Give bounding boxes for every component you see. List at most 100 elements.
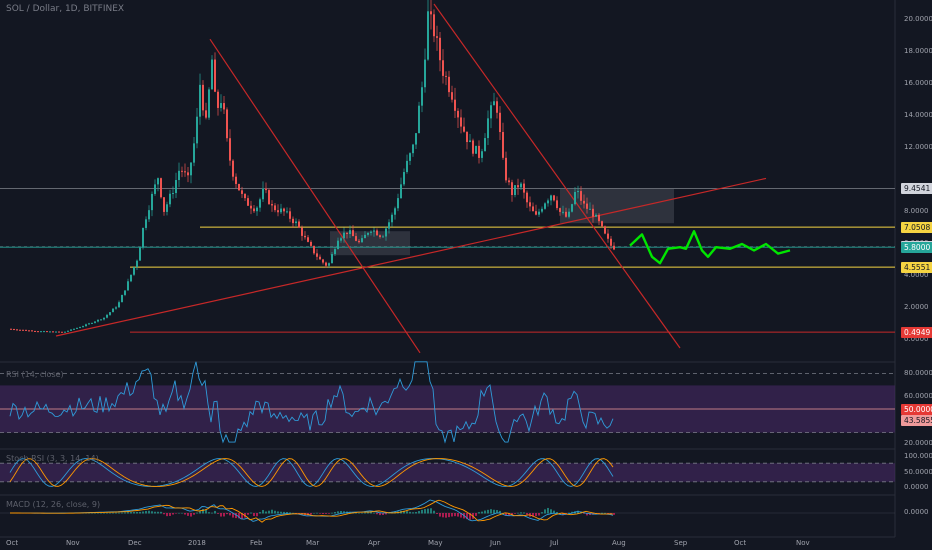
- time-tick-label: 2018: [188, 539, 206, 547]
- candle-body: [13, 329, 15, 331]
- macd-histogram-bar: [367, 512, 369, 514]
- macd-histogram-bar: [460, 513, 462, 518]
- candle-body: [49, 331, 51, 333]
- candle-body: [37, 331, 39, 333]
- time-tick-label: Jun: [490, 539, 501, 547]
- price-tick-label: 14.0000: [904, 111, 932, 119]
- candle-body: [247, 198, 249, 206]
- macd-histogram-bar: [334, 512, 336, 514]
- macd-histogram-bar: [133, 512, 135, 514]
- candle-body: [496, 101, 498, 113]
- candle-body: [532, 206, 534, 212]
- candle-body: [286, 211, 288, 213]
- candle-body: [19, 329, 21, 331]
- macd-histogram-bar: [202, 509, 204, 514]
- price-tick-label: 16.0000: [904, 79, 932, 87]
- candle-body: [211, 59, 213, 90]
- macd-histogram-bar: [475, 513, 477, 516]
- stoch-title: Stoch RSI (3, 3, 14, 14): [6, 454, 99, 463]
- macd-histogram-bar: [439, 513, 441, 517]
- candle-body: [424, 59, 426, 88]
- macd-histogram-bar: [217, 513, 219, 514]
- candle-body: [61, 331, 63, 333]
- candle-body: [448, 76, 450, 93]
- candle-body: [547, 200, 549, 204]
- candle-body: [157, 178, 159, 185]
- macd-histogram-bar: [97, 512, 99, 514]
- candle-body: [394, 208, 396, 215]
- macd-histogram-bar: [259, 512, 261, 514]
- candle-body: [184, 171, 186, 173]
- candle-body: [580, 191, 582, 201]
- macd-histogram-bar: [211, 512, 213, 514]
- candle-body: [259, 199, 261, 208]
- macd-histogram-bar: [373, 512, 375, 514]
- macd-histogram-bar: [226, 513, 228, 515]
- price-tick-label: 12.0000: [904, 143, 932, 151]
- macd-histogram-bar: [433, 510, 435, 514]
- time-tick-label: Oct: [734, 539, 747, 547]
- macd-histogram-bar: [193, 513, 195, 515]
- macd-histogram-bar: [469, 513, 471, 520]
- candle-body: [475, 145, 477, 154]
- candle-body: [433, 14, 435, 37]
- macd-histogram-bar: [268, 510, 270, 514]
- candle-body: [490, 105, 492, 119]
- candle-body: [523, 183, 525, 193]
- candle-body: [349, 230, 351, 234]
- macd-histogram-bar: [325, 513, 327, 514]
- candle-body: [535, 211, 537, 215]
- macd-histogram-bar: [142, 511, 144, 514]
- macd-histogram-bar: [241, 513, 243, 520]
- candle-body: [604, 226, 606, 234]
- time-tick-label: Aug: [612, 539, 626, 547]
- candle-body: [250, 205, 252, 209]
- time-tick-label: Jul: [550, 539, 559, 547]
- candle-body: [454, 99, 456, 111]
- macd-histogram-bar: [535, 513, 537, 517]
- macd-histogram-bar: [421, 509, 423, 514]
- candle-body: [493, 101, 495, 106]
- macd-histogram-bar: [313, 512, 315, 514]
- time-tick-label: Oct: [6, 539, 19, 547]
- macd-histogram-bar: [298, 513, 300, 514]
- macd-histogram-bar: [265, 511, 267, 514]
- candle-body: [208, 89, 210, 118]
- macd-histogram-bar: [328, 513, 330, 514]
- macd-histogram-bar: [412, 512, 414, 514]
- macd-histogram-bar: [109, 512, 111, 514]
- candle-body: [235, 176, 237, 184]
- price-tick-label: 8.0000: [904, 207, 929, 215]
- candle-body: [412, 144, 414, 154]
- macd-histogram-bar: [256, 513, 258, 517]
- price-tick-label: 20.0000: [904, 15, 932, 23]
- candle-body: [103, 317, 105, 320]
- macd-histogram-bar: [271, 509, 273, 514]
- macd-histogram-bar: [322, 513, 324, 514]
- macd-title: MACD (12, 26, close, 9): [6, 500, 101, 509]
- macd-histogram-bar: [517, 512, 519, 514]
- candle-body: [352, 230, 354, 237]
- trendline: [433, 3, 681, 349]
- macd-histogram-bar: [172, 513, 174, 515]
- macd-histogram-bar: [496, 510, 498, 514]
- candle-body: [511, 182, 513, 196]
- macd-histogram-bar: [601, 512, 603, 514]
- macd-histogram-bar: [487, 509, 489, 514]
- macd-histogram-bar: [100, 512, 102, 514]
- rsi-line: [9, 361, 614, 444]
- candle-body: [487, 118, 489, 139]
- candle-body: [613, 245, 615, 250]
- macd-histogram-bar: [316, 512, 318, 514]
- candle-body: [265, 188, 267, 191]
- macd-histogram-bar: [445, 513, 447, 518]
- macd-histogram-bar: [238, 513, 240, 519]
- candle-body: [421, 87, 423, 106]
- macd-histogram-bar: [340, 510, 342, 514]
- candle-body: [334, 249, 336, 255]
- macd-histogram-bar: [148, 510, 150, 514]
- candle-body: [163, 197, 165, 212]
- macd-histogram-bar: [568, 512, 570, 514]
- stoch-tick-label: 50.0000: [904, 467, 932, 476]
